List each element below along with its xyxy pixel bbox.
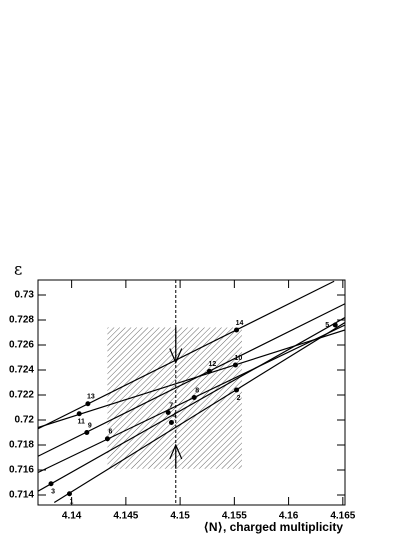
data-point xyxy=(165,410,171,415)
fit-line xyxy=(38,324,345,474)
arrow-head xyxy=(169,443,183,460)
point-label: 7 xyxy=(169,402,173,409)
point-label: 6 xyxy=(108,429,112,436)
point-label: 14 xyxy=(236,320,244,327)
point-label: 12 xyxy=(209,361,217,368)
data-point xyxy=(104,436,110,442)
y-tick-label: 0.722 xyxy=(9,390,34,401)
fit-line xyxy=(38,303,345,457)
data-point xyxy=(84,430,90,435)
data-point xyxy=(48,481,54,487)
point-label: 2 xyxy=(237,395,241,402)
x-axis-label: ⟨N⟩, charged multiplicity xyxy=(203,520,343,534)
arrow-head xyxy=(169,348,183,365)
x-tick-label: 4.145 xyxy=(113,511,138,522)
point-label: 8 xyxy=(195,387,199,394)
data-point xyxy=(234,387,240,393)
y-axis-label: ε xyxy=(14,260,22,279)
y-tick-label: 0.724 xyxy=(9,365,34,376)
y-tick-label: 0.728 xyxy=(9,315,34,326)
y-tick-label: 0.714 xyxy=(9,490,34,501)
y-tick-label: 0.73 xyxy=(15,290,35,301)
data-point xyxy=(232,362,238,368)
data-point xyxy=(332,322,338,328)
point-label: 4 xyxy=(172,412,176,419)
y-tick-label: 0.726 xyxy=(9,340,34,351)
data-point xyxy=(168,420,174,425)
y-tick-label: 0.718 xyxy=(9,440,34,451)
fit-line xyxy=(53,321,345,504)
data-point xyxy=(206,368,212,374)
x-tick-label: 4.155 xyxy=(222,511,247,522)
point-label: 1 xyxy=(70,499,74,506)
data-point xyxy=(66,491,72,497)
data-point xyxy=(76,411,82,417)
plot-frame xyxy=(37,279,346,506)
x-tick-label: 4.15 xyxy=(170,511,190,522)
y-tick-label: 0.72 xyxy=(15,415,35,426)
point-label: 10 xyxy=(235,355,243,362)
x-tick-label: 4.165 xyxy=(330,511,355,522)
point-label: 11 xyxy=(78,419,86,426)
data-point xyxy=(234,327,240,333)
x-tick-label: 4.16 xyxy=(279,511,299,522)
x-tick-label: 4.14 xyxy=(62,511,82,522)
data-point xyxy=(191,395,197,400)
y-tick-label: 0.716 xyxy=(9,465,34,476)
point-label: 3 xyxy=(51,489,55,496)
data-point xyxy=(85,401,91,407)
point-label: 13 xyxy=(87,394,95,401)
point-label: 9 xyxy=(88,422,92,429)
point-label: 5 xyxy=(325,322,329,329)
fit-line xyxy=(38,316,345,492)
